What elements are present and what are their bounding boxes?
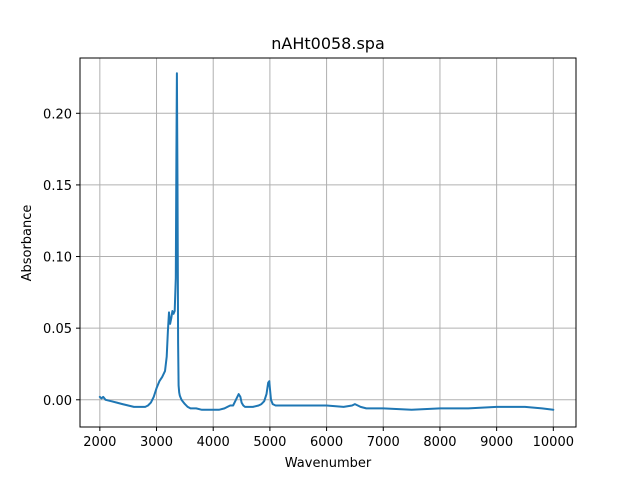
x-tick-label: 2000 (83, 435, 116, 450)
tick-layer: 2000 3000 4000 5000 6000 7000 8000 9000 10000 0.0… (43, 107, 574, 450)
series-layer (98, 72, 555, 411)
x-tick-label: 9000 (480, 435, 513, 450)
y-tick-label: 0.05 (43, 322, 72, 337)
x-tick-label: 10000 (533, 435, 574, 450)
grid-layer (80, 58, 576, 427)
plot-area-frame (79, 57, 577, 428)
y-tick-label: 0.20 (43, 107, 72, 122)
y-tick-label: 0.00 (43, 394, 72, 409)
x-tick-label: 5000 (253, 435, 286, 450)
x-axis-label: Wavenumber (285, 456, 372, 471)
y-tick-label: 0.10 (43, 251, 72, 266)
y-tick-label: 0.15 (43, 179, 72, 194)
y-axis-label: Absorbance (20, 205, 35, 282)
x-tick-label: 8000 (423, 435, 456, 450)
series-line (98, 72, 555, 411)
x-tick-label: 4000 (197, 435, 230, 450)
x-tick-label: 3000 (140, 435, 173, 450)
x-tick-label: 6000 (310, 435, 343, 450)
chart-title: nAHt0058.spa (271, 34, 385, 53)
x-tick-label: 7000 (367, 435, 400, 450)
